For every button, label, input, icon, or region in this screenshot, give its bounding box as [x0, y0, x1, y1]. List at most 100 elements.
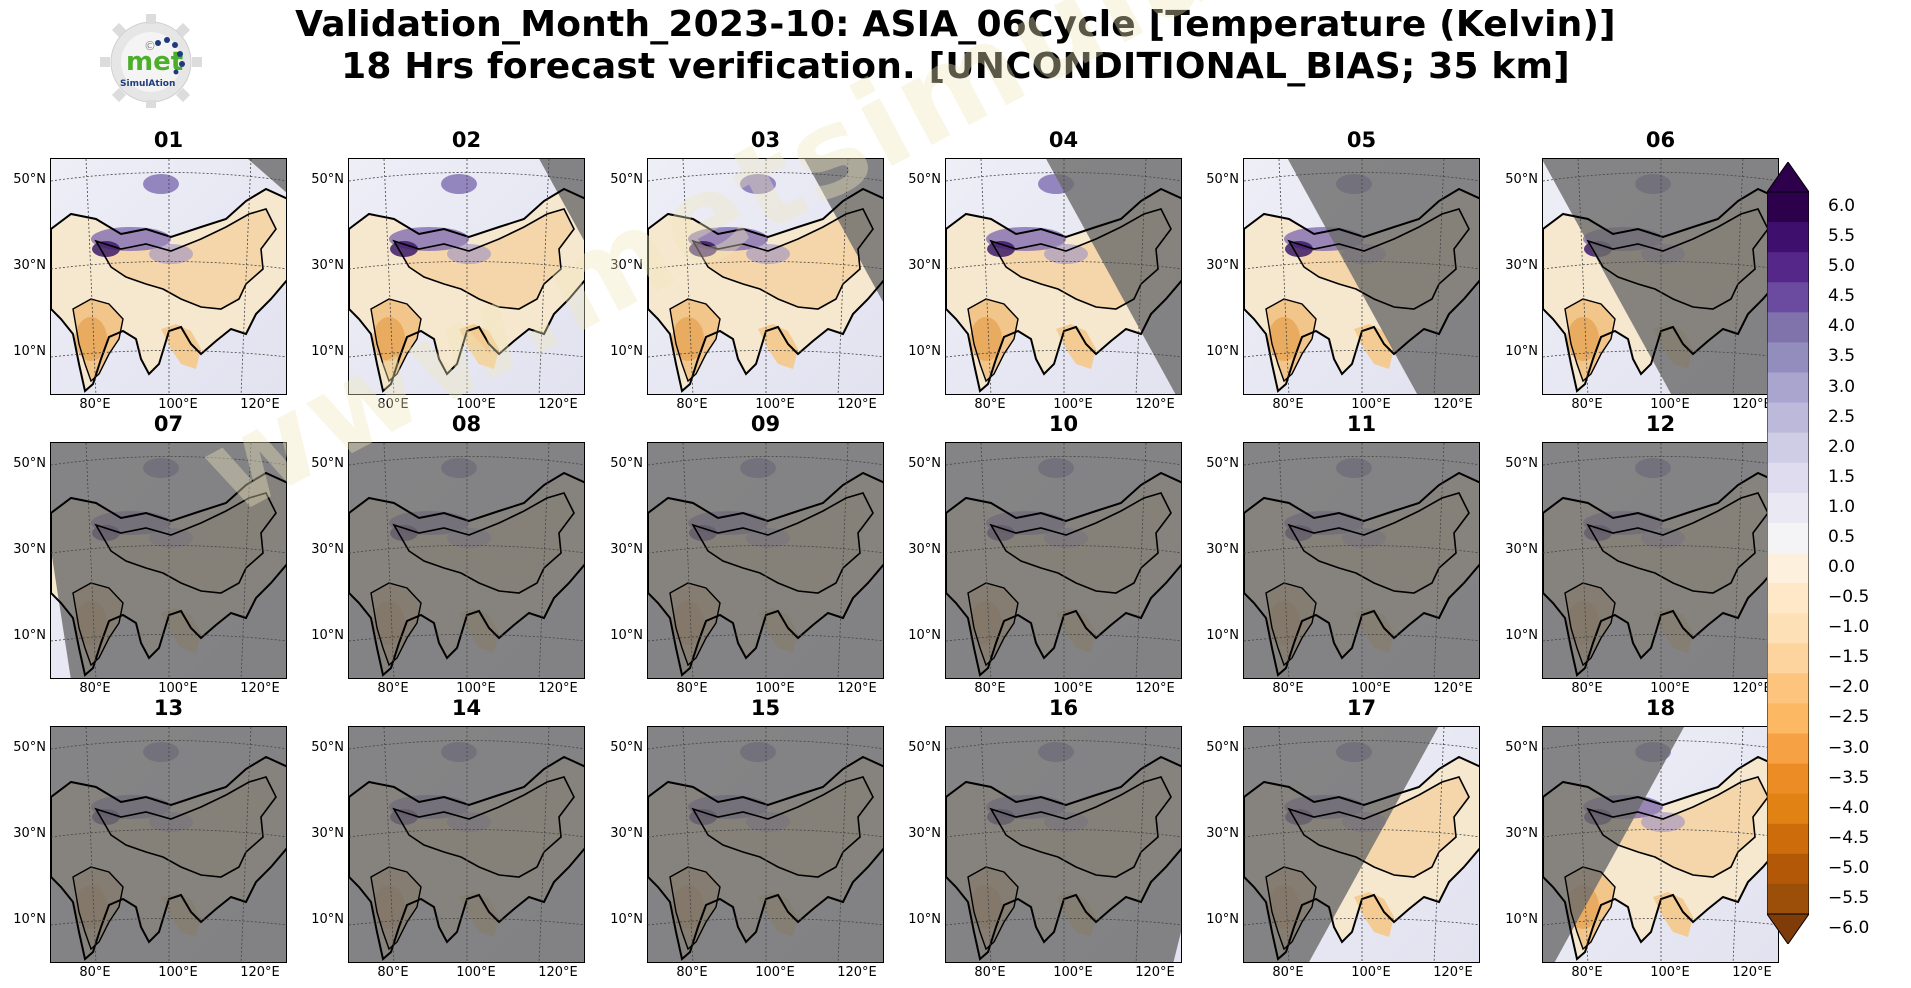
map-panel-13: 13	[13, 696, 287, 980]
colorbar-swatch	[1767, 703, 1809, 734]
colorbar-swatch	[1767, 883, 1809, 915]
lon-tick-label: 100°E	[1053, 965, 1093, 980]
colorbar-tick-label: −5.5	[1828, 887, 1870, 908]
bias-map	[647, 158, 884, 395]
bias-map	[50, 158, 287, 395]
map-panel-06: 06	[1505, 128, 1779, 412]
colorbar-swatch	[1767, 823, 1809, 855]
colorbar-swatch	[1767, 583, 1809, 614]
lon-tick-label: 120°E	[538, 397, 578, 412]
lat-tick-label: 50°N	[1206, 740, 1239, 755]
panel-title: 04	[1048, 128, 1079, 152]
lat-tick-label: 30°N	[1206, 826, 1239, 841]
colorbar-tick-label: 5.5	[1828, 226, 1856, 247]
colorbar-swatch	[1767, 252, 1809, 283]
lat-tick-label: 50°N	[610, 172, 643, 187]
lon-tick-label: 120°E	[1433, 397, 1473, 412]
lon-tick-label: 120°E	[1433, 681, 1473, 696]
lat-tick-label: 30°N	[1505, 542, 1538, 557]
lat-tick-label: 50°N	[610, 740, 643, 755]
colorbar-tick-label: 1.0	[1828, 496, 1856, 517]
panel-title: 15	[750, 696, 781, 720]
map-panel-10: 10	[908, 412, 1182, 696]
colorbar-tick-label: 0.5	[1828, 526, 1856, 547]
lon-tick-label: 100°E	[456, 397, 496, 412]
lon-tick-label: 120°E	[1732, 397, 1772, 412]
lat-tick-label: 10°N	[908, 344, 941, 359]
lat-tick-label: 50°N	[908, 740, 941, 755]
lon-tick-label: 80°E	[1571, 965, 1603, 980]
panel-title: 13	[153, 696, 184, 720]
colorbar-swatch	[1767, 462, 1809, 494]
lon-tick-label: 100°E	[1650, 965, 1690, 980]
lat-tick-label: 10°N	[610, 344, 643, 359]
panel-title: 05	[1346, 128, 1377, 152]
colorbar-swatch	[1767, 643, 1809, 674]
colorbar-tick-label: 0.0	[1828, 557, 1856, 578]
panel-title: 12	[1645, 412, 1676, 436]
colorbar-swatch	[1767, 793, 1809, 825]
bias-map	[945, 158, 1182, 395]
lon-tick-label: 100°E	[755, 965, 795, 980]
colorbar-tick-label: −5.0	[1828, 857, 1870, 878]
lon-tick-label: 100°E	[1351, 965, 1391, 980]
bias-map	[1243, 442, 1480, 679]
map-panel-16: 16	[908, 696, 1182, 980]
map-panel-17: 17	[1206, 696, 1480, 980]
lat-tick-label: 10°N	[1206, 344, 1239, 359]
bias-map	[348, 442, 585, 679]
colorbar-swatch	[1767, 372, 1809, 404]
lat-tick-label: 10°N	[311, 628, 344, 643]
lat-tick-label: 30°N	[1505, 258, 1538, 273]
colorbar-tick-label: −4.5	[1828, 827, 1870, 848]
lon-tick-label: 80°E	[676, 681, 708, 696]
lon-tick-label: 120°E	[240, 681, 280, 696]
lon-tick-label: 100°E	[456, 965, 496, 980]
lat-tick-label: 10°N	[1206, 912, 1239, 927]
bias-map	[945, 726, 1182, 963]
colorbar	[1766, 161, 1810, 945]
lat-tick-label: 30°N	[1206, 542, 1239, 557]
panel-title: 01	[153, 128, 184, 152]
lon-tick-label: 120°E	[837, 397, 877, 412]
lat-tick-label: 30°N	[311, 826, 344, 841]
figure-title: Validation_Month_2023-10: ASIA_06Cycle […	[0, 4, 1911, 88]
colorbar-tick-label: −0.5	[1828, 587, 1870, 608]
lon-tick-label: 80°E	[974, 397, 1006, 412]
colorbar-tick-label: −3.5	[1828, 767, 1870, 788]
colorbar-tick-label: 3.5	[1828, 346, 1856, 367]
colorbar-tick-label: 4.0	[1828, 316, 1856, 337]
colorbar-swatch	[1767, 673, 1809, 704]
map-panel-07: 07	[13, 412, 287, 696]
lat-tick-label: 30°N	[13, 826, 46, 841]
colorbar-tick-label: −2.0	[1828, 677, 1870, 698]
bias-map	[1243, 726, 1480, 963]
lon-tick-label: 100°E	[755, 397, 795, 412]
lat-tick-label: 30°N	[610, 542, 643, 557]
bias-map	[1542, 726, 1779, 963]
lon-tick-label: 100°E	[1650, 681, 1690, 696]
lon-tick-label: 120°E	[240, 965, 280, 980]
lon-tick-label: 80°E	[1272, 397, 1304, 412]
map-panel-18: 18	[1505, 696, 1779, 980]
lon-tick-label: 120°E	[1433, 965, 1473, 980]
panel-title: 06	[1645, 128, 1676, 152]
colorbar-max-extend	[1766, 161, 1810, 193]
title-line-1: Validation_Month_2023-10: ASIA_06Cycle […	[295, 4, 1616, 45]
lat-tick-label: 10°N	[13, 344, 46, 359]
map-panel-02: 02	[311, 128, 585, 412]
lat-tick-label: 50°N	[610, 456, 643, 471]
lat-tick-label: 50°N	[311, 456, 344, 471]
lat-tick-label: 30°N	[1206, 258, 1239, 273]
lat-tick-label: 30°N	[311, 542, 344, 557]
map-panel-11: 11	[1206, 412, 1480, 696]
bias-map	[647, 442, 884, 679]
colorbar-swatch	[1767, 492, 1809, 524]
lat-tick-label: 10°N	[610, 912, 643, 927]
lat-tick-label: 50°N	[1505, 456, 1538, 471]
map-panel-12: 12	[1505, 412, 1779, 696]
panel-title: 07	[153, 412, 184, 436]
panel-title: 08	[451, 412, 482, 436]
colorbar-tick-label: −3.0	[1828, 737, 1870, 758]
lat-tick-label: 50°N	[13, 172, 46, 187]
